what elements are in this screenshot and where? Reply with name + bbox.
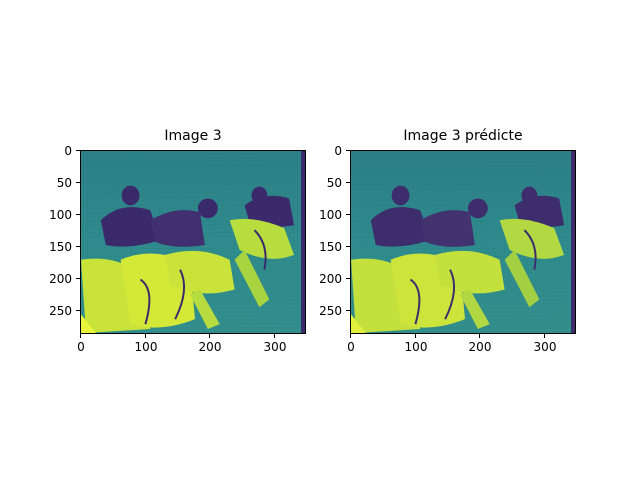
panel-1-y-tick bbox=[76, 278, 80, 279]
panel-2-y-tick-label: 50 bbox=[326, 176, 342, 190]
panel-1-y-tick bbox=[76, 246, 80, 247]
panel-2-y-tick bbox=[346, 278, 350, 279]
panel-1-x-tick-label: 200 bbox=[198, 340, 222, 354]
panel-1-x-tick bbox=[145, 334, 146, 338]
panel-1-x-tick bbox=[274, 334, 275, 338]
panel-2-x-tick bbox=[415, 334, 416, 338]
panel-1-y-tick-label: 0 bbox=[64, 144, 72, 158]
panel-2-y-tick-label: 250 bbox=[319, 304, 342, 318]
panel-2-x-tick-label: 0 bbox=[347, 340, 355, 354]
panel-2-x-tick bbox=[479, 334, 480, 338]
panel-2-y-tick-label: 200 bbox=[319, 272, 342, 286]
panel-2-x-tick-label: 100 bbox=[404, 340, 428, 354]
panel-1-x-tick-label: 100 bbox=[134, 340, 158, 354]
panel-1-title: Image 3 bbox=[164, 128, 222, 144]
panel-2-image bbox=[351, 151, 575, 333]
panel-1-x-tick bbox=[209, 334, 210, 338]
panel-2-x-tick-label: 200 bbox=[468, 340, 492, 354]
panel-2-y-tick-label: 0 bbox=[334, 144, 342, 158]
panel-1-image bbox=[81, 151, 305, 333]
panel-1-y-tick-label: 50 bbox=[56, 176, 72, 190]
panel-2-x-tick-label: 300 bbox=[533, 340, 557, 354]
panel-1-y-tick-label: 150 bbox=[49, 240, 72, 254]
panel-2-title: Image 3 prédicte bbox=[403, 128, 523, 144]
panel-2-y-tick bbox=[346, 214, 350, 215]
panel-2-y-tick-label: 150 bbox=[319, 240, 342, 254]
panel-1-x-tick-label: 0 bbox=[77, 340, 85, 354]
panel-2-y-tick bbox=[346, 246, 350, 247]
panel-2-y-tick bbox=[346, 310, 350, 311]
panel-1-y-tick-label: 100 bbox=[49, 208, 72, 222]
panel-1-x-tick-label: 300 bbox=[263, 340, 287, 354]
panel-2-y-tick bbox=[346, 150, 350, 151]
panel-1-y-tick bbox=[76, 310, 80, 311]
panel-1-y-tick bbox=[76, 182, 80, 183]
panel-1-y-tick-label: 200 bbox=[49, 272, 72, 286]
panel-2-y-tick-label: 100 bbox=[319, 208, 342, 222]
panel-1-y-tick-label: 250 bbox=[49, 304, 72, 318]
panel-2-x-tick bbox=[544, 334, 545, 338]
panel-2-y-tick bbox=[346, 182, 350, 183]
panel-1-y-tick bbox=[76, 150, 80, 151]
panel-2-image-axes bbox=[350, 150, 576, 334]
panel-1-y-tick bbox=[76, 214, 80, 215]
panel-2-x-tick bbox=[350, 334, 351, 338]
panel-1-image-axes bbox=[80, 150, 306, 334]
panel-1-x-tick bbox=[80, 334, 81, 338]
